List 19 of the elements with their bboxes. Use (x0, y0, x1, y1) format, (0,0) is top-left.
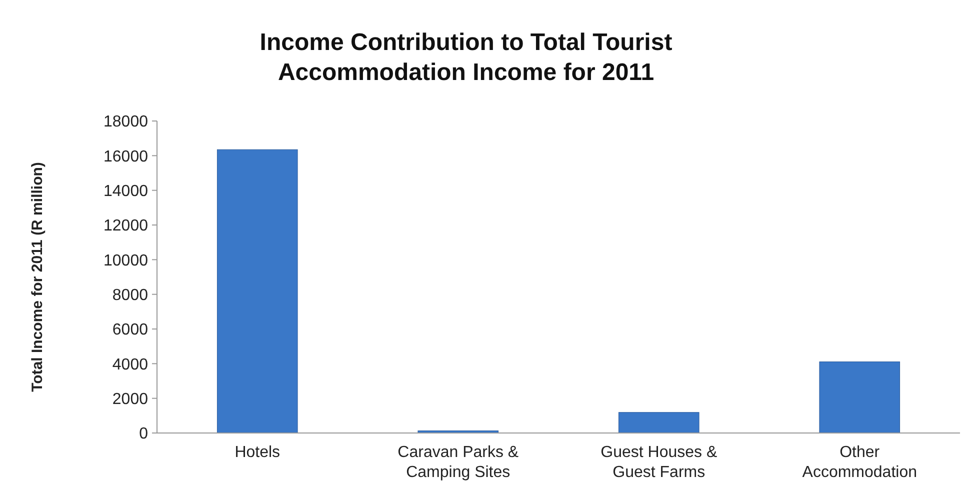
bar (216, 149, 298, 434)
chart-title: Income Contribution to Total Tourist Accommodation Income for 2011 (260, 29, 672, 86)
y-tick-label: 0 (139, 426, 148, 443)
y-tick-label: 18000 (104, 114, 148, 131)
x-tick-label: Guest Houses & Guest Farms (600, 444, 718, 481)
y-tick-label: 6000 (112, 322, 148, 339)
y-tick-label: 16000 (104, 148, 148, 166)
y-tick-label: 8000 (112, 286, 148, 304)
bar (618, 412, 700, 434)
y-tick-label: 4000 (112, 356, 148, 374)
y-tick-label: 10000 (104, 252, 148, 270)
x-tick-label: Other Accommodation (802, 444, 917, 481)
y-axis-title: Total Income for 2011 (R million) (29, 162, 46, 392)
bar (819, 362, 900, 434)
y-tick-label: 14000 (104, 182, 148, 200)
y-tick-label: 12000 (104, 218, 148, 235)
x-tick-label: Hotels (234, 444, 280, 461)
y-tick-label: 2000 (112, 390, 148, 408)
x-tick-label: Caravan Parks & Camping Sites (398, 444, 519, 481)
